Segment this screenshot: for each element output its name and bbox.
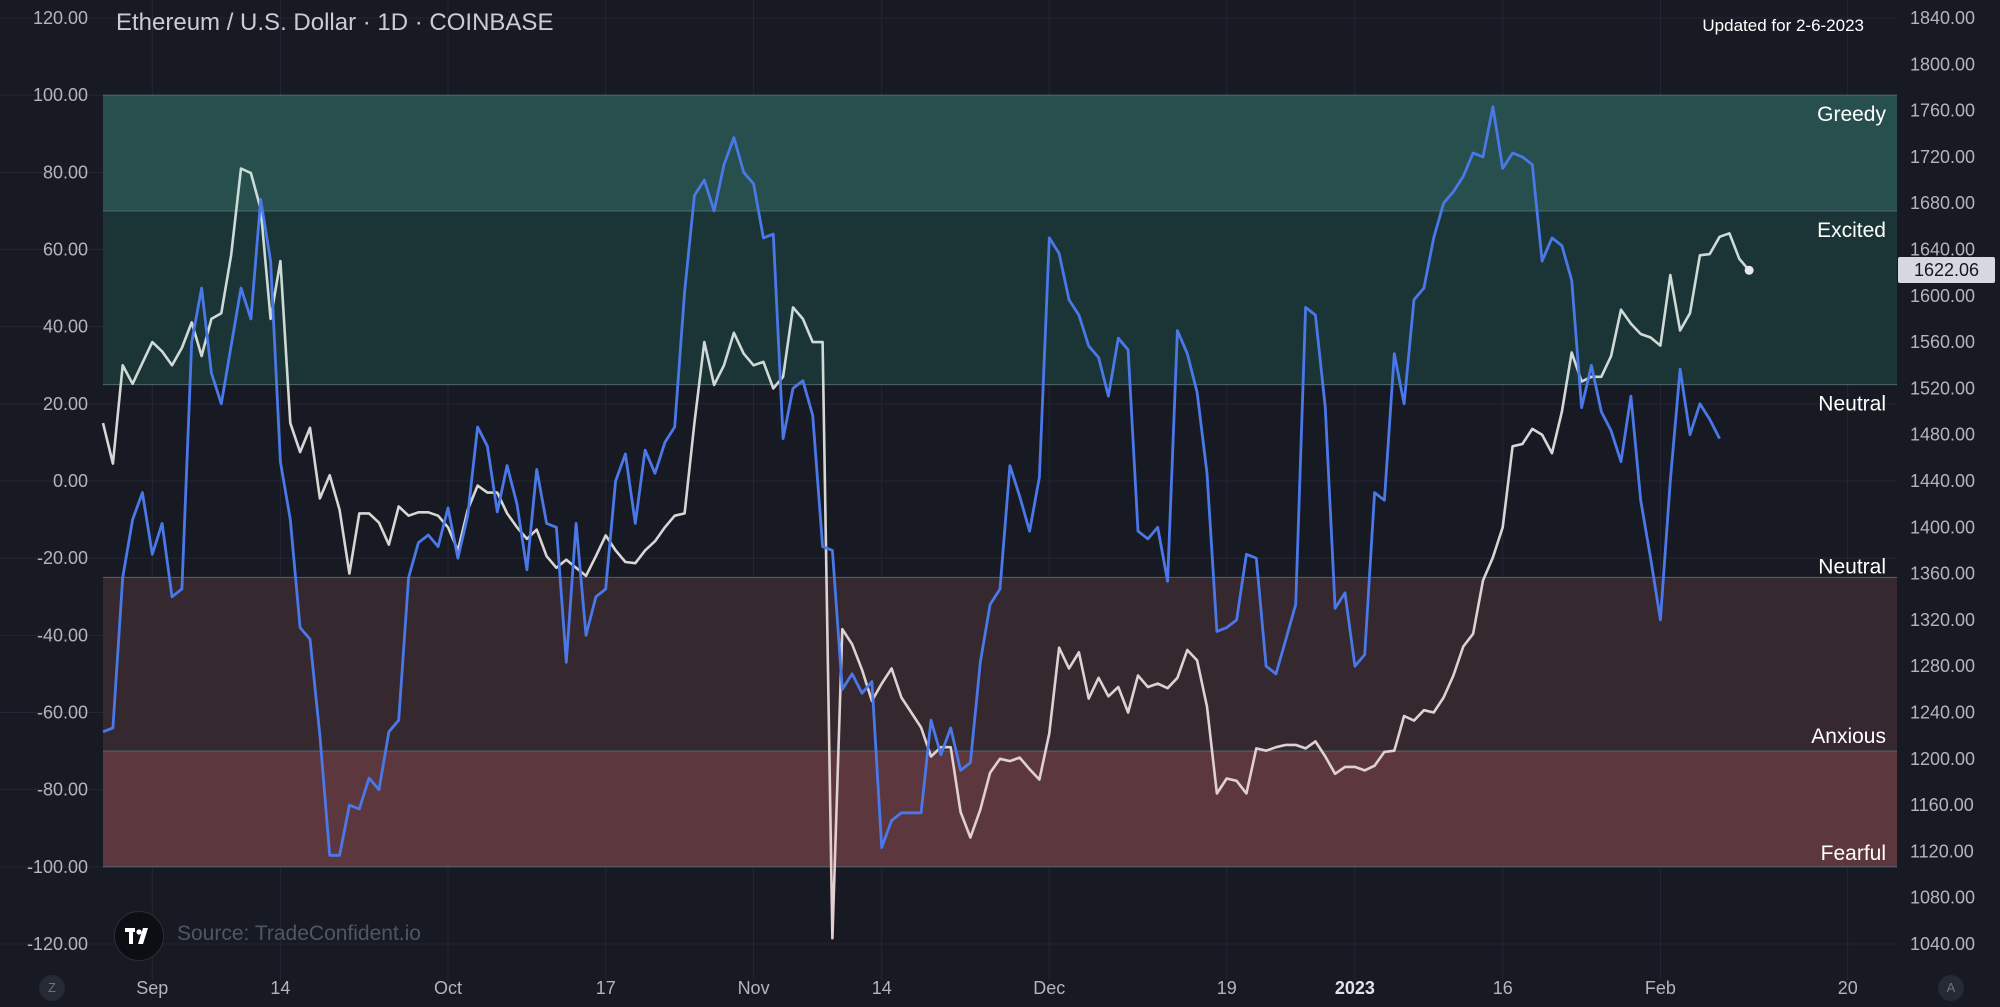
left-axis-tick-label: 0.00 xyxy=(53,471,88,491)
x-axis-tick-label: 20 xyxy=(1838,978,1858,998)
chart-title: Ethereum / U.S. Dollar · 1D · COINBASE xyxy=(116,9,554,36)
x-axis-tick-label: Dec xyxy=(1033,978,1065,998)
right-axis-tick-label: 1640.00 xyxy=(1910,240,1975,260)
x-axis-tick-label: 14 xyxy=(872,978,892,998)
band-label-anxious: Anxious xyxy=(1811,725,1886,748)
right-axis-tick-label: 1040.00 xyxy=(1910,934,1975,954)
x-axis-tick-label: 2023 xyxy=(1335,978,1375,998)
right-axis-tick-label: 1680.00 xyxy=(1910,193,1975,213)
x-axis-tick-label: 14 xyxy=(270,978,290,998)
right-axis-tick-label: 1840.00 xyxy=(1910,8,1975,28)
band-label-neutral: Neutral xyxy=(1818,393,1886,416)
band-fearful xyxy=(103,751,1897,867)
x-axis-tick-label: 19 xyxy=(1217,978,1237,998)
right-axis-tick-label: 1360.00 xyxy=(1910,564,1975,584)
left-axis-tick-label: 100.00 xyxy=(33,85,88,105)
left-axis-tick-label: 40.00 xyxy=(43,317,88,337)
tradingview-logo-icon xyxy=(125,928,148,944)
right-axis-tick-label: 1800.00 xyxy=(1910,54,1975,74)
updated-label: Updated for 2-6-2023 xyxy=(1702,16,1864,35)
left-axis-tick-label: -100.00 xyxy=(27,857,88,877)
right-axis-tick-label: 1160.00 xyxy=(1910,795,1974,815)
left-axis-tick-label: -80.00 xyxy=(37,780,88,800)
right-axis-tick-label: 1080.00 xyxy=(1910,888,1975,908)
right-axis-tick-label: 1320.00 xyxy=(1910,610,1975,630)
left-axis-tick-label: -120.00 xyxy=(27,934,88,954)
right-axis-tick-label: 1280.00 xyxy=(1910,656,1975,676)
left-axis-tick-label: -40.00 xyxy=(37,625,88,645)
sentiment-series-line xyxy=(102,105,1721,857)
sentiment-bands xyxy=(103,94,1897,868)
last-price-marker xyxy=(1744,265,1754,275)
auto-scale-button[interactable]: A xyxy=(1938,975,1964,1001)
right-axis-tick-label: 1480.00 xyxy=(1910,425,1975,445)
x-axis-tick-label: 17 xyxy=(596,978,616,998)
band-greedy xyxy=(103,95,1897,211)
right-axis-tick-label: 1560.00 xyxy=(1910,332,1975,352)
right-axis-tick-label: 1720.00 xyxy=(1910,147,1975,167)
band-label-fearful: Fearful xyxy=(1821,842,1886,865)
right-axis-tick-label: 1440.00 xyxy=(1910,471,1975,491)
band-anxious xyxy=(103,577,1897,752)
band-label-greedy: Greedy xyxy=(1817,103,1886,126)
left-axis-tick-label: 60.00 xyxy=(43,240,88,260)
left-axis-tick-label: -20.00 xyxy=(37,548,88,568)
right-axis-tick-label: 1520.00 xyxy=(1910,378,1975,398)
band-label-neutral: Neutral xyxy=(1818,555,1886,578)
zoom-button[interactable]: Z xyxy=(39,975,65,1001)
right-axis-tick-label: 1400.00 xyxy=(1910,517,1975,537)
right-axis-tick-label: 1600.00 xyxy=(1910,286,1975,306)
band-excited xyxy=(103,210,1897,385)
tradingview-logo[interactable] xyxy=(114,911,164,961)
left-axis-tick-label: 20.00 xyxy=(43,394,88,414)
left-axis-tick-label: 80.00 xyxy=(43,162,88,182)
right-axis-tick-label: 1200.00 xyxy=(1910,749,1975,769)
last-price-label: 1622.06 xyxy=(1898,257,1995,283)
x-axis-tick-label: 16 xyxy=(1493,978,1513,998)
band-label-excited: Excited xyxy=(1817,219,1886,242)
x-axis-tick-label: Feb xyxy=(1645,978,1676,998)
left-axis-tick-label: 120.00 xyxy=(33,8,88,28)
x-axis-tick-label: Sep xyxy=(136,978,168,998)
source-label: Source: TradeConfident.io xyxy=(177,922,421,945)
price-series-line xyxy=(101,167,1751,940)
x-axis-tick-label: Nov xyxy=(738,978,770,998)
x-axis-tick-label: Oct xyxy=(434,978,462,998)
right-axis-tick-label: 1240.00 xyxy=(1910,703,1975,723)
left-axis-tick-label: -60.00 xyxy=(37,703,88,723)
right-axis-tick-label: 1760.00 xyxy=(1910,101,1975,121)
right-axis-tick-label: 1120.00 xyxy=(1910,841,1974,861)
